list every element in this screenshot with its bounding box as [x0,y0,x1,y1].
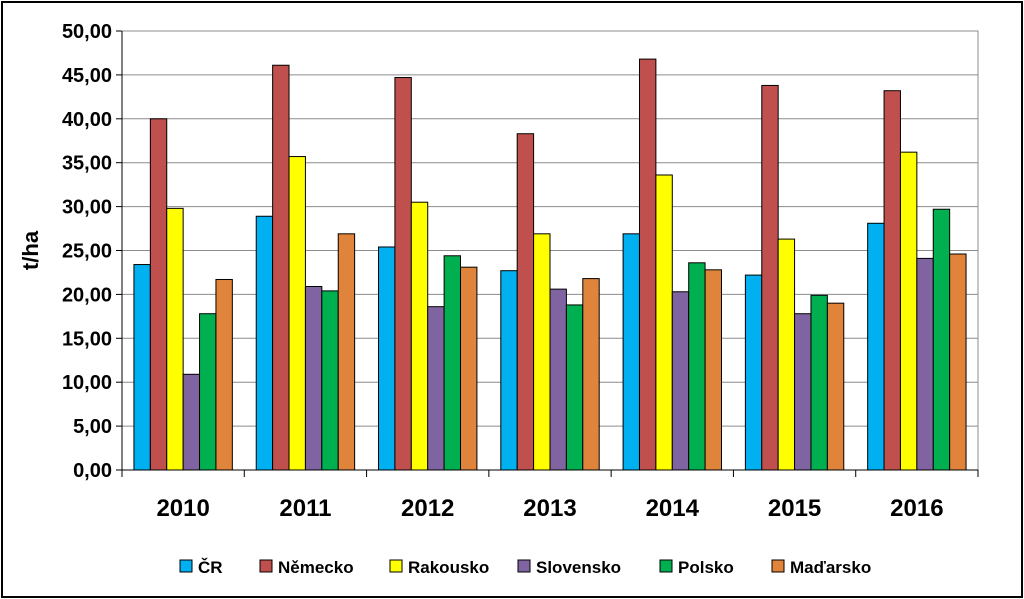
bar-2013-2 [534,234,550,470]
x-tick-label: 2016 [890,495,943,522]
bar-2012-5 [461,267,477,470]
y-tick-label: 35,00 [62,153,112,175]
bar-2014-5 [705,270,721,470]
bar-2014-3 [672,292,688,470]
bar-2012-0 [379,247,395,470]
bar-2014-1 [639,59,655,470]
legend-label: Slovensko [536,558,621,577]
bar-2013-0 [501,271,517,470]
bar-2014-4 [689,263,705,470]
x-tick-label: 2012 [401,495,454,522]
bar-2016-0 [868,223,884,470]
legend-swatch [518,560,530,572]
bar-2016-3 [917,258,933,470]
bar-2015-3 [795,314,811,470]
bar-2012-1 [395,78,411,470]
legend-swatch [180,560,192,572]
y-tick-label: 5,00 [73,416,112,438]
bar-2014-2 [656,175,672,470]
bar-2013-1 [517,134,533,470]
bar-2011-3 [305,286,321,470]
bar-2016-4 [933,209,949,470]
bar-2016-5 [950,254,966,470]
legend-label: ČR [198,558,223,577]
y-tick-label: 25,00 [62,241,112,263]
bar-2011-1 [273,65,289,470]
bar-2012-2 [411,202,427,470]
bar-2015-0 [745,275,761,470]
bar-2013-4 [566,305,582,470]
bar-2012-4 [444,256,460,470]
x-tick-label: 2014 [646,495,700,522]
bar-2010-4 [200,314,216,470]
bar-2015-4 [811,295,827,470]
y-tick-label: 50,00 [62,21,112,43]
bar-2015-5 [827,303,843,470]
bar-2011-2 [289,157,305,470]
y-tick-label: 30,00 [62,197,112,219]
legend-label: Maďarsko [790,558,871,577]
x-tick-label: 2013 [523,495,576,522]
legend-label: Německo [278,558,354,577]
y-axis-label: t/ha [18,230,43,270]
bar-2013-5 [583,279,599,470]
bar-2015-2 [778,239,794,470]
legend-label: Rakousko [408,558,489,577]
y-tick-label: 15,00 [62,328,112,350]
bar-2014-0 [623,234,639,470]
y-tick-label: 0,00 [73,460,112,482]
legend-swatch [772,560,784,572]
x-tick-label: 2010 [156,495,209,522]
x-tick-label: 2011 [279,495,331,522]
y-tick-label: 40,00 [62,109,112,131]
bar-2015-1 [762,85,778,470]
legend-swatch [660,560,672,572]
y-tick-label: 45,00 [62,65,112,87]
bar-2011-5 [338,234,354,470]
bar-2010-5 [216,279,232,470]
y-tick-label: 20,00 [62,284,112,306]
legend-swatch [260,560,272,572]
bar-2010-1 [150,119,166,470]
bar-2011-0 [256,216,272,470]
bar-2013-3 [550,289,566,470]
bar-2011-4 [322,291,338,470]
legend-swatch [390,560,402,572]
bar-2010-2 [167,208,183,470]
legend-label: Polsko [678,558,734,577]
bar-2010-0 [134,265,150,470]
bar-2016-2 [900,152,916,470]
bar-2016-1 [884,91,900,470]
bar-2012-3 [428,307,444,470]
x-tick-label: 2015 [768,495,821,522]
bar-2010-3 [183,374,199,470]
y-tick-label: 10,00 [62,372,112,394]
